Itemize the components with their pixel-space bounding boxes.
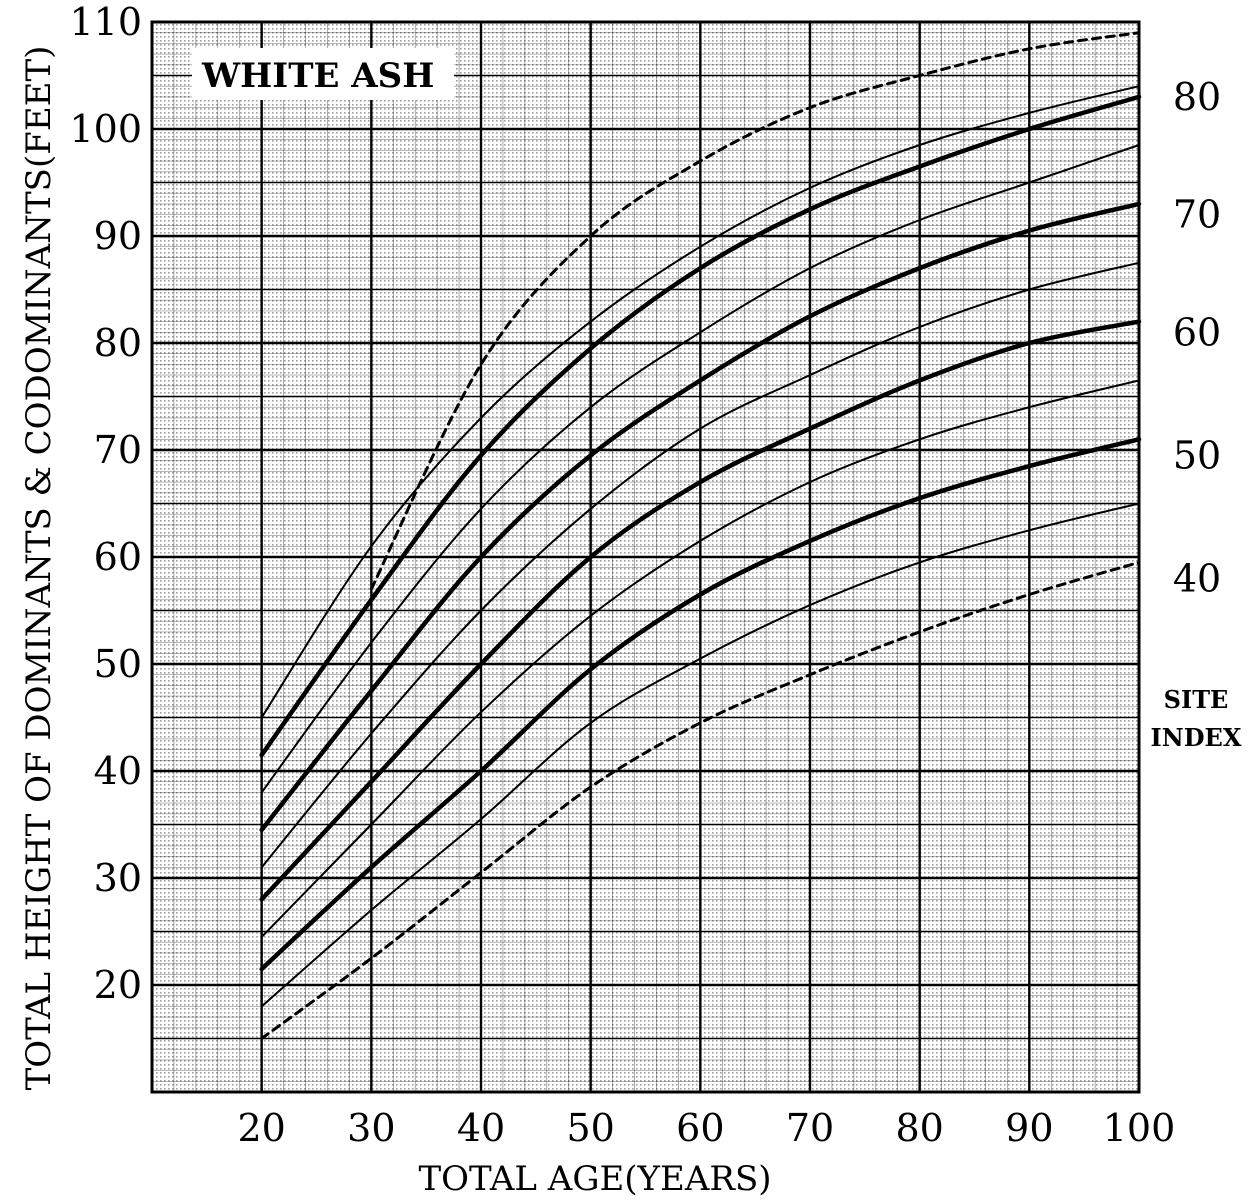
site-index-tick-label: 80: [1173, 75, 1221, 119]
chart-title: WHITE ASH: [201, 56, 434, 96]
y-tick-label: 20: [94, 963, 142, 1007]
site-index-tick-label: 60: [1173, 310, 1221, 354]
series-line-2-thin: [260, 85, 1140, 719]
site-index-label-line-1: SITE: [1164, 685, 1229, 714]
y-tick-label: 90: [94, 214, 142, 258]
site-index-tick-label: 70: [1173, 193, 1221, 237]
x-tick-labels: 20 30 40 50 60 70 80 90 100: [237, 1106, 1175, 1150]
series-line-11-dashed: [260, 560, 1141, 1040]
x-tick-label: 20: [237, 1106, 285, 1150]
chart-title-box: WHITE ASH: [192, 48, 454, 100]
x-tick-label: 30: [347, 1106, 395, 1150]
y-tick-label: 80: [94, 321, 142, 365]
y-tick-label: 70: [94, 428, 142, 472]
y-tick-labels: 20 30 40 50 60 70 80 90 100 110: [69, 0, 142, 1007]
x-tick-label: 80: [895, 1106, 943, 1150]
series-line-8-thin: [260, 379, 1140, 938]
chart-title-background: [192, 48, 454, 100]
series-line-9-thick: [259, 437, 1142, 972]
series-line-5-thick: [259, 201, 1142, 833]
x-tick-label: 50: [566, 1106, 614, 1150]
y-tick-label: 110: [69, 0, 142, 44]
y-tick-label: 50: [94, 642, 142, 686]
site-index-label: SITE INDEX: [1151, 685, 1242, 752]
x-tick-label: 90: [1005, 1106, 1053, 1150]
y-tick-label: 60: [94, 535, 142, 579]
series-layer: [259, 31, 1142, 1040]
y-axis-label: TOTAL HEIGHT OF DOMINANTS & CODOMINANTS(…: [19, 46, 59, 1091]
series-line-1-dashed: [369, 31, 1141, 591]
y-tick-label: 30: [94, 856, 142, 900]
x-tick-label: 100: [1103, 1106, 1176, 1150]
site-index-tick-labels: 80 70 60 50 40: [1173, 75, 1221, 601]
plot-area: [150, 20, 1142, 1094]
series-line-10-thin: [260, 502, 1140, 1008]
y-tick-label: 40: [94, 749, 142, 793]
x-tick-label: 70: [786, 1106, 834, 1150]
series-line-4-thin: [260, 144, 1140, 794]
series-line-6-thin: [260, 261, 1140, 869]
y-tick-label: 100: [69, 107, 142, 151]
site-index-tick-label: 40: [1173, 556, 1221, 600]
site-index-label-line-2: INDEX: [1151, 723, 1242, 752]
x-axis-label: TOTAL AGE(YEARS): [418, 1159, 771, 1199]
series-line-3-thick: [259, 94, 1142, 758]
series-line-7-thick: [259, 319, 1142, 902]
site-index-tick-label: 50: [1173, 433, 1221, 477]
x-tick-label: 40: [457, 1106, 505, 1150]
x-tick-label: 60: [676, 1106, 724, 1150]
plot-frame: [150, 20, 1141, 1094]
